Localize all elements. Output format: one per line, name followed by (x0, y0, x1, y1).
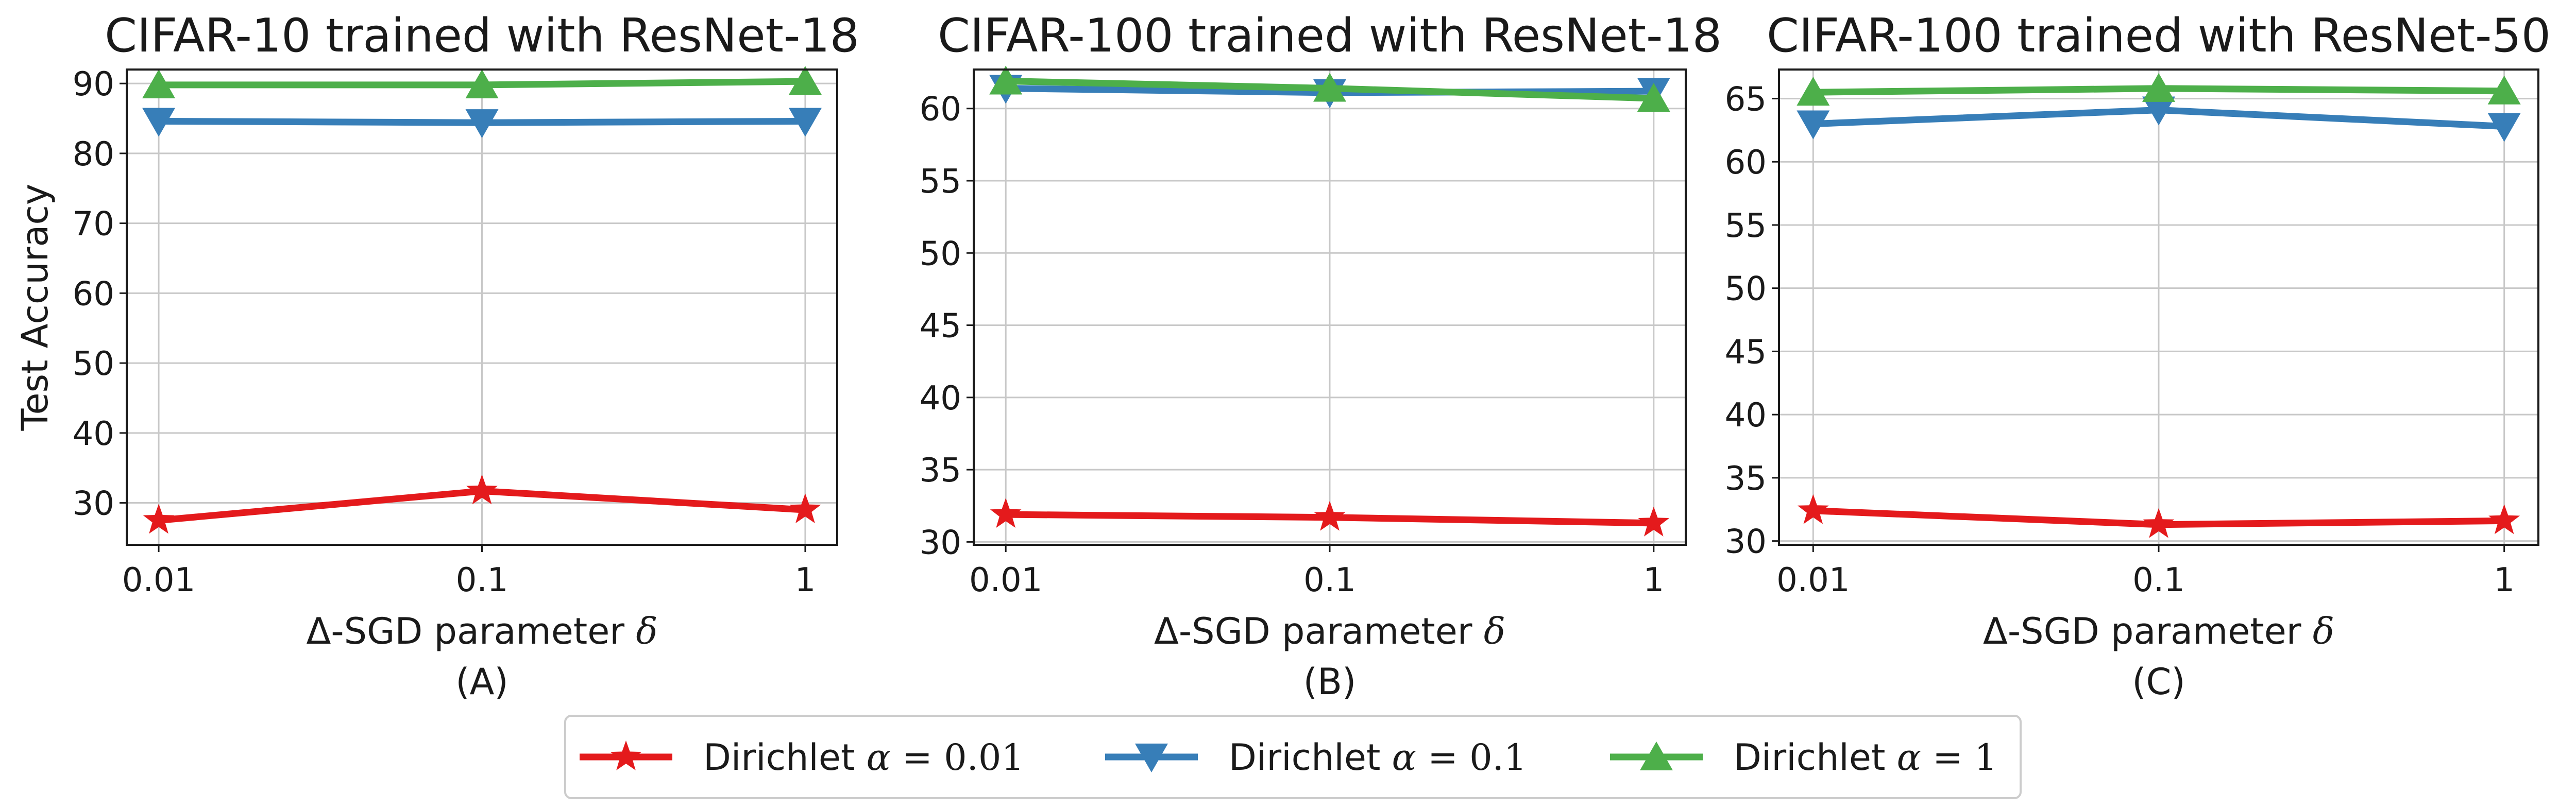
x-tick-label: 0.01 (1776, 561, 1850, 599)
data-point (2487, 113, 2521, 142)
legend-label: Dirichlet α = 0.01 (703, 736, 1024, 779)
data-point (2143, 508, 2175, 538)
y-tick-label: 55 (920, 163, 961, 201)
plot-frame (1778, 68, 2539, 546)
y-tick-label: 40 (920, 380, 961, 418)
x-tick-label: 0.1 (2132, 561, 2185, 599)
y-tick-label: 45 (1725, 333, 1767, 371)
legend-item-1: Dirichlet α = 0.01 (580, 736, 1024, 779)
y-tick-label: 40 (1725, 397, 1767, 435)
y-axis-label: Test Accuracy (14, 184, 56, 432)
data-point (2488, 504, 2520, 535)
y-tick-label: 60 (73, 275, 114, 313)
y-tick-label: 50 (1725, 270, 1767, 308)
chart-title: CIFAR-100 trained with ResNet-50 (1767, 9, 2551, 63)
data-point (2142, 73, 2175, 102)
plot-frame (126, 68, 838, 546)
x-axis-label: Δ-SGD parameter δ (307, 610, 658, 652)
y-tick-label: 60 (920, 91, 961, 129)
data-point (1637, 83, 1670, 112)
chart-panel-2: 30 35 40 45 50 55 60 0.01 0.1 1 CIFAR-100 trained … (920, 9, 1722, 703)
y-tick-label: 30 (73, 485, 114, 523)
data-point (1797, 494, 1829, 524)
x-tick-label: 0.01 (969, 561, 1043, 599)
data-point (1638, 506, 1670, 537)
plot-frame (973, 68, 1687, 546)
delta-symbol: δ (1484, 610, 1505, 652)
delta-symbol: δ (636, 610, 657, 652)
y-tick-label: 65 (1725, 80, 1767, 118)
legend-label: Dirichlet α = 0.1 (1229, 736, 1527, 779)
legend-marker (1135, 744, 1168, 772)
legend-item-3: Dirichlet α = 1 (1610, 736, 1997, 779)
y-tick-label: 70 (73, 205, 114, 244)
data-point (465, 109, 499, 139)
data-point (1314, 501, 1346, 531)
y-tick-label: 50 (920, 235, 961, 273)
x-tick-label: 1 (795, 561, 816, 599)
x-axis-label: Δ-SGD parameter δ (1154, 610, 1505, 652)
data-point (789, 493, 821, 523)
data-point (2487, 75, 2521, 105)
y-tick-label: 30 (1725, 523, 1767, 561)
data-point (466, 474, 498, 505)
data-point (465, 69, 499, 98)
legend-marker (1640, 742, 1673, 770)
x-axis-label-text: Δ-SGD parameter (307, 610, 636, 652)
legend-item-2: Dirichlet α = 0.1 (1105, 736, 1527, 779)
x-tick-label: 1 (2494, 561, 2515, 599)
data-point (142, 69, 176, 98)
data-point (1797, 77, 1830, 106)
data-point (788, 66, 822, 95)
chart-title: CIFAR-10 trained with ResNet-18 (105, 9, 859, 63)
data-point (143, 504, 175, 534)
data-point (989, 65, 1023, 95)
chart-panel-1: 30 40 50 60 70 80 90 0.01 0.1 1 CIFAR-10 trained w… (14, 9, 859, 703)
y-tick-label: 35 (1725, 460, 1767, 498)
data-point (142, 108, 176, 137)
x-tick-label: 0.1 (1303, 561, 1356, 599)
x-tick-label: 0.01 (122, 561, 196, 599)
legend: Dirichlet α = 0.01 Dirichlet α = 0.1 Diric… (564, 715, 2022, 799)
data-point (788, 108, 822, 137)
data-point (1313, 73, 1346, 102)
y-tick-label: 90 (73, 65, 114, 104)
x-axis-label-text: Δ-SGD parameter (1983, 610, 2313, 652)
legend-label: Dirichlet α = 1 (1734, 736, 1997, 779)
panel-label: (C) (2132, 661, 2185, 703)
x-tick-label: 1 (1643, 561, 1664, 599)
y-tick-label: 80 (73, 135, 114, 174)
data-point (2142, 96, 2175, 126)
x-axis-label: Δ-SGD parameter δ (1983, 610, 2334, 652)
legend-marker (610, 740, 642, 770)
y-tick-label: 40 (73, 415, 114, 453)
x-axis-label-text: Δ-SGD parameter (1154, 610, 1484, 652)
y-tick-label: 30 (920, 524, 961, 562)
data-point (1797, 110, 1830, 140)
y-tick-label: 50 (73, 345, 114, 383)
legend-box (564, 715, 2022, 799)
delta-symbol: δ (2313, 610, 2334, 652)
y-tick-label: 35 (920, 452, 961, 490)
y-tick-label: 55 (1725, 207, 1767, 245)
y-tick-label: 45 (920, 307, 961, 346)
data-point (990, 498, 1022, 528)
panel-label: (A) (455, 661, 509, 703)
chart-title: CIFAR-100 trained with ResNet-18 (938, 9, 1722, 63)
chart-panel-3: 30 35 40 45 50 55 60 65 0.01 0.1 1 CIFAR-100 traine… (1725, 9, 2551, 703)
y-tick-label: 60 (1725, 144, 1767, 182)
panel-label: (B) (1303, 661, 1357, 703)
x-tick-label: 0.1 (456, 561, 509, 599)
